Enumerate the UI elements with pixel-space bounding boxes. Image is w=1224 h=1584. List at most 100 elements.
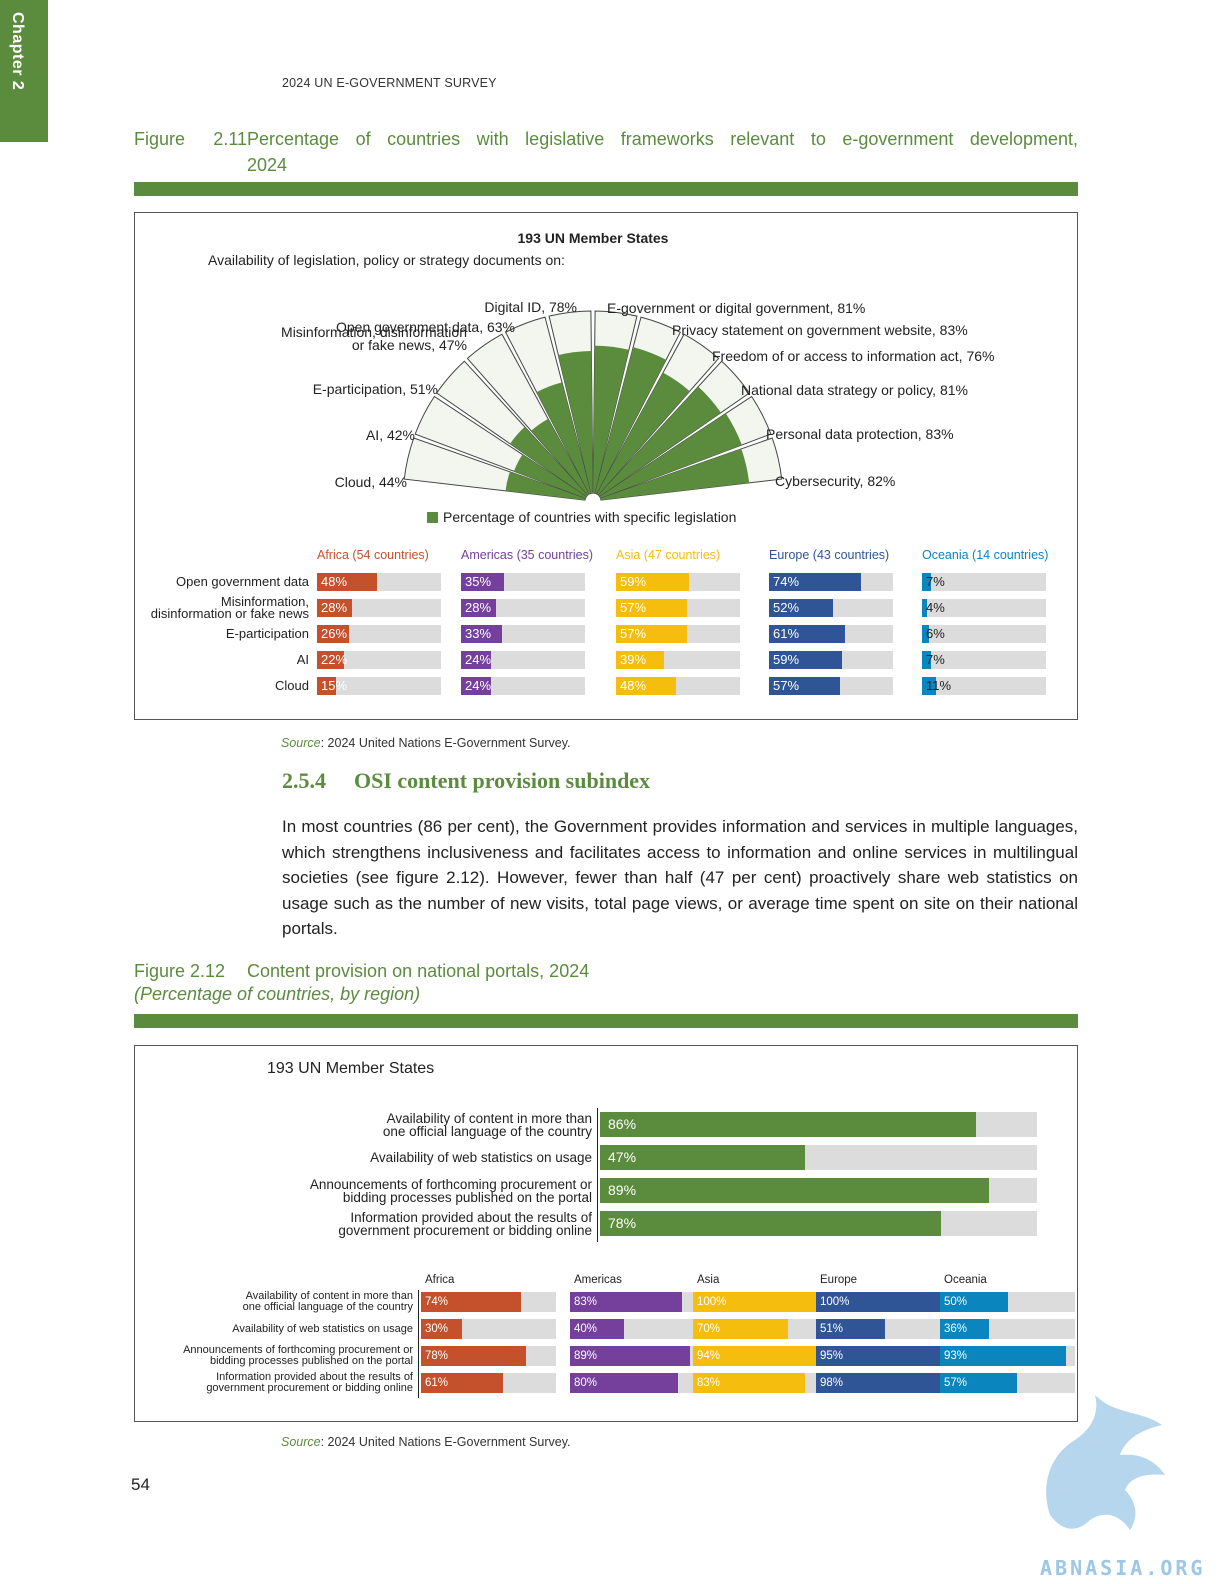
bar-track: 78%: [600, 1211, 1037, 1236]
bar-track: 89%: [570, 1346, 705, 1366]
bar-value-label: 50%: [944, 1296, 968, 1308]
bar-track: 28%: [317, 599, 441, 617]
bar-fill: [769, 573, 861, 591]
bar-fill: [616, 651, 665, 669]
bar-value-label: 28%: [465, 600, 492, 615]
bar-fill: [600, 1112, 976, 1137]
bar-fill: [769, 625, 845, 643]
bar-track: 15%: [317, 677, 441, 695]
bar-track: 48%: [317, 573, 441, 591]
bar-fill: [317, 677, 336, 695]
bar-fill: [317, 625, 350, 643]
bar-fill: [769, 651, 843, 669]
bar-value-label: 7%: [926, 652, 945, 667]
bar-track: 74%: [421, 1292, 556, 1312]
section-heading: 2.5.4 OSI content provision subindex: [282, 768, 651, 793]
bar-value-label: 57%: [620, 626, 647, 641]
bar-fill: [693, 1373, 806, 1393]
bar-value-label: 61%: [425, 1377, 449, 1389]
bar-track: 22%: [317, 651, 441, 669]
bar-track: 74%: [769, 573, 893, 591]
bar-fill: [570, 1373, 678, 1393]
radial-label: Personal data protection, 83%: [766, 426, 954, 442]
bar-track: 98%: [816, 1373, 951, 1393]
chart-heading: 193 UN Member States: [517, 230, 669, 246]
radial-label: AI, 42%: [366, 427, 415, 443]
bar-fill: [421, 1292, 521, 1312]
bar-value-label: 74%: [425, 1296, 449, 1308]
row-label: Announcements of forthcoming procurement…: [183, 1344, 413, 1367]
row-label: Availability of web statistics on usage: [232, 1322, 413, 1335]
region-header: Oceania: [944, 1274, 987, 1286]
bar-value-label: 52%: [773, 600, 800, 615]
bar-track: 33%: [461, 625, 585, 643]
bar-track: 50%: [940, 1292, 1075, 1312]
radial-label: Cloud, 44%: [335, 474, 407, 490]
bar-track: 7%: [922, 651, 1046, 669]
region-header: Africa: [425, 1274, 455, 1286]
bar-fill: [769, 599, 834, 617]
radial-legend: Percentage of countries with specific le…: [427, 509, 736, 525]
row-label: E-participation: [225, 626, 309, 641]
bar-track: 47%: [600, 1145, 1037, 1170]
bar-value-label: 95%: [820, 1350, 844, 1362]
bar-value-label: 30%: [425, 1323, 449, 1335]
bar-value-label: 15%: [321, 678, 348, 693]
chart-heading: 193 UN Member States: [267, 1060, 435, 1077]
radial-label: Digital ID, 78%: [484, 299, 577, 315]
bar-track: 100%: [693, 1292, 828, 1312]
bar-value-label: 33%: [465, 626, 492, 641]
bar-value-label: 89%: [608, 1182, 637, 1198]
bar-fill: [693, 1319, 788, 1339]
bar-value-label: 6%: [926, 626, 945, 641]
bar-fill: [600, 1178, 989, 1203]
bar-fill: [600, 1145, 806, 1170]
bar-track: 7%: [922, 573, 1046, 591]
row-label: Cloud: [275, 678, 309, 693]
global-content-bars: Availability of content in more than one …: [135, 1046, 1077, 1246]
bar-fill: [922, 677, 936, 695]
radial-label: Freedom of or access to information act,…: [712, 348, 994, 364]
region-header: Americas (35 countries): [461, 548, 593, 562]
bar-value-label: 39%: [620, 652, 647, 667]
bar-track: 51%: [816, 1319, 951, 1339]
bar-fill: [940, 1346, 1066, 1366]
bar-value-label: 78%: [425, 1350, 449, 1362]
bar-track: 28%: [461, 599, 585, 617]
bar-value-label: 57%: [944, 1377, 968, 1389]
figure-2-11-source: Source: 2024 United Nations E-Government…: [281, 736, 571, 750]
bar-track: 36%: [940, 1319, 1075, 1339]
bar-track: 35%: [461, 573, 585, 591]
bar-fill: [922, 651, 931, 669]
bar-fill: [816, 1319, 885, 1339]
bar-value-label: 35%: [465, 574, 492, 589]
figure-number: Figure 2.12: [134, 961, 226, 981]
radial-bar: [531, 418, 590, 495]
bar-value-label: 57%: [773, 678, 800, 693]
bar-track: 59%: [616, 573, 740, 591]
chapter-tab-label: Chapter 2: [9, 12, 26, 91]
bar-track: 80%: [570, 1373, 705, 1393]
bar-track: 57%: [769, 677, 893, 695]
row-label: Announcements of forthcoming procurement…: [309, 1176, 592, 1205]
radial-label: E-participation, 51%: [313, 381, 438, 397]
bar-fill: [570, 1346, 691, 1366]
bar-track: 59%: [769, 651, 893, 669]
legend-label: Percentage of countries with specific le…: [443, 509, 737, 525]
bar-track: 78%: [421, 1346, 556, 1366]
bar-value-label: 28%: [321, 600, 348, 615]
row-label: Availability of content in more than one …: [242, 1290, 413, 1313]
bar-value-label: 7%: [926, 574, 945, 589]
bar-value-label: 4%: [926, 600, 945, 615]
chart-subheading: Availability of legislation, policy or s…: [208, 252, 565, 268]
bar-value-label: 89%: [574, 1350, 598, 1362]
bar-value-label: 48%: [620, 678, 647, 693]
row-label: Information provided about the results o…: [338, 1209, 592, 1238]
bar-fill: [570, 1319, 624, 1339]
bar-fill: [461, 625, 502, 643]
bar-value-label: 61%: [773, 626, 800, 641]
bar-fill: [816, 1346, 945, 1366]
bar-track: 57%: [616, 599, 740, 617]
bar-track: 89%: [600, 1178, 1037, 1203]
legend-swatch: [427, 512, 438, 523]
